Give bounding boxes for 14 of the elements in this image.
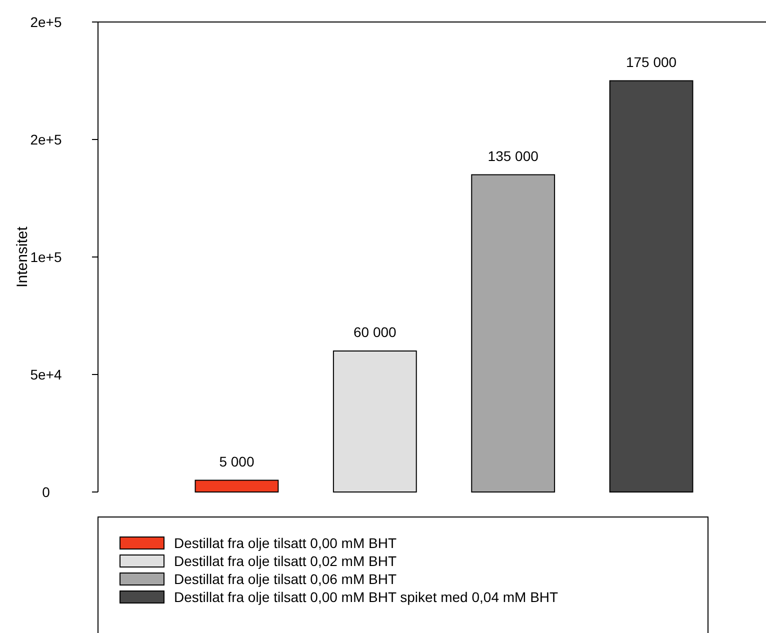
data-label: 5 000 [219, 453, 254, 470]
legend-label: Destillat fra olje tilsatt 0,00 mM BHT spiket med 0,04 mM BHT [174, 588, 559, 605]
data-label: 135 000 [488, 148, 539, 164]
y-tick-label: 2e+5 [30, 131, 62, 148]
legend-label: Destillat fra olje tilsatt 0,06 mM BHT [174, 570, 397, 587]
y-tick-label: 5e+4 [30, 366, 62, 382]
y-tick-label: 0 [42, 484, 50, 500]
data-label: 60 000 [353, 324, 397, 340]
legend-label: Destillat fra olje tilsatt 0,02 mM BHT [174, 552, 397, 569]
y-tick-label: 2e+5 [30, 14, 62, 30]
legend-label: Destillat fra olje tilsatt 0,00 mM BHT [174, 534, 397, 551]
data-label: 175 000 [626, 54, 677, 70]
y-tick-label: 1e+5 [30, 248, 62, 265]
y-axis-title: Intensitet [14, 226, 31, 288]
